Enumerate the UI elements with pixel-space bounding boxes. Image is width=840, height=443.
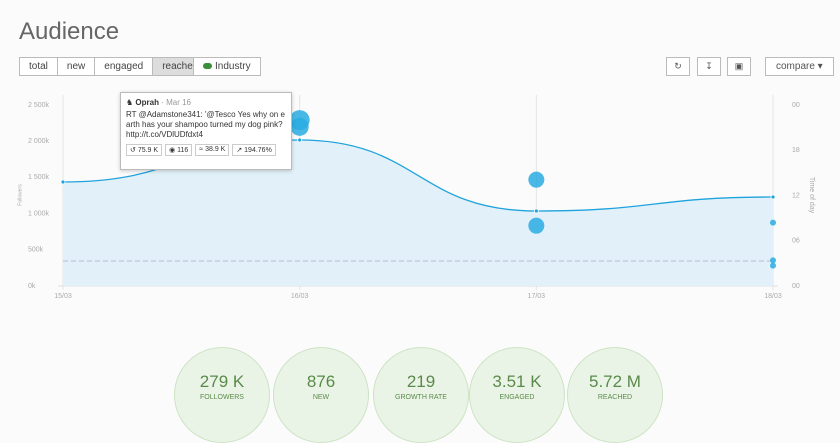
summary-value: 219: [406, 372, 436, 391]
download-button[interactable]: ↧: [697, 57, 721, 76]
compare-button[interactable]: compare ▾: [765, 57, 834, 76]
y-tick-label: 500k: [28, 247, 44, 254]
y2-tick-label: 06: [792, 238, 800, 245]
compare-label: compare: [776, 61, 815, 72]
bubble: [528, 171, 545, 188]
y-tick-label: 2 000k: [28, 138, 50, 145]
summary-card: 876 NEW: [273, 347, 369, 443]
bubble: [770, 257, 776, 264]
y2-axis-title: Time of day: [808, 177, 815, 214]
toggle-label: Industry: [215, 61, 251, 72]
tooltip-user: Oprah: [135, 98, 159, 107]
tooltip-date: · Mar 16: [161, 98, 191, 107]
y-tick-label: 0k: [28, 283, 36, 290]
retweets: ↺ 75.9 K: [126, 144, 163, 156]
y-tick-label: 1 500k: [28, 174, 50, 181]
reach: ≈ 38.9 K: [195, 144, 230, 156]
stat-value: 116: [177, 147, 189, 154]
y2-tick-label: 00: [792, 283, 800, 290]
summary-label: GROWTH RATE: [395, 394, 447, 401]
bubble: [770, 262, 776, 269]
stat-value: 75.9 K: [137, 147, 159, 154]
summary-card: 279 K FOLLOWERS: [174, 347, 270, 443]
filter-button[interactable]: new: [57, 57, 96, 76]
chart: 15/03 16/03 17/03 18/03 0k 500k 1 000k 1 500k 2 …: [17, 95, 815, 300]
summary-card: 3.51 K ENGAGED: [469, 347, 565, 443]
bubble: [770, 219, 776, 226]
summary-value: 3.51 K: [492, 372, 542, 391]
y2-tick-label: 00: [792, 102, 800, 109]
bubble: [290, 117, 309, 136]
point: [297, 137, 303, 143]
x-tick-label: 18/03: [764, 293, 782, 300]
summary-card: 5.72 M REACHED: [567, 347, 663, 443]
y-axis-title: Followers: [17, 184, 23, 206]
x-tick-label: 16/03: [291, 293, 309, 300]
y2-tick-label: 12: [792, 192, 800, 199]
summary-card: 219 GROWTH RATE: [373, 347, 469, 443]
tooltip-stats: ↺ 75.9 K ◉ 116 ≈ 38.9 K ↗ 194.76%: [126, 144, 286, 156]
stat-value: 194.76%: [244, 147, 272, 154]
bubble: [528, 217, 545, 234]
x-tick-label: 17/03: [528, 293, 546, 300]
page-title: Audience: [19, 18, 120, 45]
summary-label: FOLLOWERS: [200, 394, 244, 401]
growth: ↗ 194.76%: [232, 144, 276, 156]
y2-tick-label: 18: [792, 147, 800, 154]
y-tick-label: 1 000k: [28, 210, 50, 217]
filter-button[interactable]: total: [19, 57, 58, 76]
area: [63, 139, 773, 286]
summary-label: ENGAGED: [499, 394, 535, 401]
stat-value: 38.9 K: [205, 146, 226, 153]
refresh-button[interactable]: ↻: [666, 57, 690, 76]
views: ◉ 116: [165, 144, 193, 156]
point: [533, 208, 539, 214]
point: [770, 194, 776, 200]
filter-button[interactable]: engaged: [95, 57, 154, 76]
tooltip-header: ♞ Oprah · Mar 16: [126, 98, 191, 107]
tooltip-text: RT @Adamstone341: '@Tesco Yes why on ear…: [126, 110, 285, 139]
summary-value: 5.72 M: [589, 372, 641, 391]
y-tick-label: 2 500k: [28, 102, 50, 109]
summary-value: 279 K: [199, 372, 245, 391]
toggle-icon: [203, 63, 212, 69]
page: Audience total new engaged reached Indus…: [17, 18, 834, 443]
point: [60, 179, 66, 185]
summary-value: 876: [306, 372, 336, 391]
industry-toggle[interactable]: Industry: [193, 57, 261, 76]
x-tick-label: 15/03: [54, 293, 72, 300]
image-button[interactable]: ▣: [727, 57, 751, 76]
summary-label: NEW: [312, 394, 330, 401]
tooltip: ♞ Oprah · Mar 16 RT @Adamstone341: '@Tes…: [120, 92, 292, 170]
summary-label: REACHED: [597, 394, 633, 401]
